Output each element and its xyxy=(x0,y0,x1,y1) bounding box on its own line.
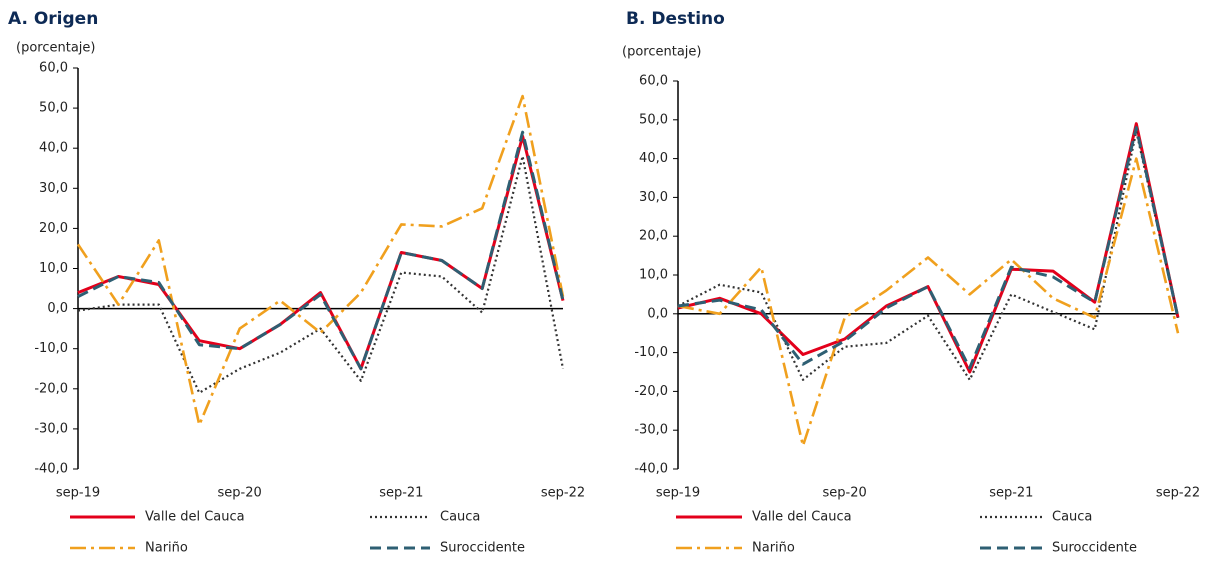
legend-label: Cauca xyxy=(1052,510,1092,525)
chart-title: A. Origen xyxy=(8,9,98,29)
y-tick-label: -20,0 xyxy=(634,384,668,399)
y-tick-label: 50,0 xyxy=(39,101,68,116)
legend-label: Suroccidente xyxy=(440,541,525,556)
y-tick-label: 10,0 xyxy=(639,268,668,283)
x-tick-label: sep-20 xyxy=(823,486,867,501)
data-line xyxy=(77,155,565,394)
y-tick-label: 50,0 xyxy=(639,112,668,127)
legend-label: Suroccidente xyxy=(1052,541,1137,556)
legend-label: Valle del Cauca xyxy=(145,510,245,525)
y-tick-label: 20,0 xyxy=(639,229,668,244)
legend-label: Nariño xyxy=(145,541,188,556)
data-line xyxy=(677,126,1180,370)
x-tick-label: sep-21 xyxy=(379,486,423,501)
x-tick-label: sep-21 xyxy=(989,486,1033,501)
y-tick-label: -20,0 xyxy=(34,381,68,396)
y-tick-label: 40,0 xyxy=(39,141,68,156)
data-line xyxy=(677,122,1180,374)
y-axis-label: (porcentaje) xyxy=(622,45,701,60)
y-tick-label: 30,0 xyxy=(39,181,68,196)
y-tick-label: 40,0 xyxy=(639,151,668,166)
y-tick-label: -40,0 xyxy=(634,462,668,477)
y-tick-label: 60,0 xyxy=(639,74,668,89)
x-tick-label: sep-20 xyxy=(218,486,262,501)
y-axis-label: (porcentaje) xyxy=(16,41,95,56)
y-tick-label: 10,0 xyxy=(39,261,68,276)
y-tick-label: 30,0 xyxy=(639,190,668,205)
y-tick-label: 0,0 xyxy=(47,301,68,316)
x-tick-label: sep-22 xyxy=(1156,486,1200,501)
y-tick-label: -10,0 xyxy=(34,341,68,356)
legend-label: Valle del Cauca xyxy=(752,510,852,525)
y-tick-label: 0,0 xyxy=(647,306,668,321)
x-tick-label: sep-19 xyxy=(56,486,100,501)
data-line xyxy=(677,130,1180,381)
data-line xyxy=(677,157,1180,447)
y-tick-label: -40,0 xyxy=(34,462,68,477)
x-tick-label: sep-22 xyxy=(541,486,585,501)
legend-label: Nariño xyxy=(752,541,795,556)
chart-title: B. Destino xyxy=(626,9,725,29)
y-tick-label: -10,0 xyxy=(634,345,668,360)
data-line xyxy=(77,130,565,371)
data-line xyxy=(76,94,565,427)
y-tick-label: 60,0 xyxy=(39,61,68,76)
y-tick-label: -30,0 xyxy=(34,421,68,436)
x-tick-label: sep-19 xyxy=(656,486,700,501)
legend-label: Cauca xyxy=(440,510,480,525)
y-tick-label: -30,0 xyxy=(634,423,668,438)
y-tick-label: 20,0 xyxy=(39,221,68,236)
